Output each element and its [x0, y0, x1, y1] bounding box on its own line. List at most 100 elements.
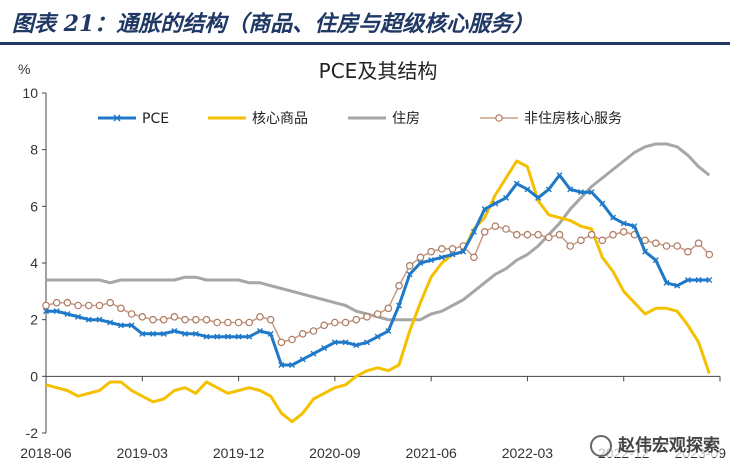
- x-tick-label: 2019-12: [213, 445, 265, 461]
- data-point: [662, 242, 671, 250]
- data-point: [289, 362, 296, 368]
- data-point: [448, 245, 457, 253]
- x-tick-label: 2022-03: [502, 445, 554, 461]
- series-line: [45, 159, 711, 424]
- data-point: [159, 315, 168, 324]
- legend-label: PCE: [142, 111, 169, 127]
- data-point: [342, 339, 349, 346]
- data-point: [695, 277, 702, 283]
- y-tick-label: 4: [30, 255, 38, 271]
- data-point: [374, 333, 381, 340]
- data-point: [524, 186, 531, 193]
- data-point: [181, 315, 189, 324]
- data-point: [43, 308, 49, 315]
- watermark-text: 赵伟宏观探索: [618, 436, 720, 456]
- data-point: [160, 330, 167, 337]
- data-point: [224, 318, 232, 327]
- data-point: [267, 330, 274, 337]
- data-point: [652, 257, 659, 264]
- y-tick-label: 10: [22, 85, 38, 101]
- data-point: [288, 335, 296, 344]
- data-point: [470, 228, 477, 235]
- data-point: [417, 260, 424, 266]
- data-point: [138, 313, 147, 321]
- data-point: [320, 321, 328, 330]
- data-point: [523, 230, 532, 239]
- legend-label: 核心商品: [252, 111, 308, 127]
- legend-label: 住房: [392, 111, 420, 127]
- axes: -2 0 2 4 6 8 10 2018-06 2019-03 2019-12 2020-09 202…: [20, 85, 726, 461]
- data-point: [331, 318, 339, 327]
- data-point: [117, 304, 125, 313]
- series-layer: [42, 142, 714, 424]
- data-point: [299, 356, 306, 363]
- data-point: [619, 228, 628, 236]
- data-point: [203, 333, 210, 340]
- data-point: [171, 328, 178, 334]
- data-point: [277, 338, 286, 347]
- data-point: [384, 304, 393, 313]
- data-point: [331, 339, 338, 346]
- data-point: [309, 327, 318, 335]
- y-tick-label: 8: [30, 142, 38, 158]
- data-point: [663, 279, 670, 286]
- data-point: [256, 313, 264, 321]
- data-point: [278, 362, 285, 368]
- data-point: [460, 248, 467, 255]
- data-point: [74, 301, 82, 310]
- data-point: [310, 350, 317, 357]
- data-point: [298, 330, 307, 338]
- data-point: [202, 315, 211, 324]
- y-tick-label: -2: [26, 425, 39, 441]
- title-rule: [0, 42, 730, 45]
- data-point: [503, 194, 510, 201]
- data-point: [438, 254, 445, 261]
- data-point: [373, 310, 382, 318]
- series-2: [45, 159, 711, 424]
- data-point: [191, 315, 200, 324]
- watermark: 赵伟宏观探索: [590, 431, 720, 457]
- data-point: [428, 257, 435, 264]
- data-point: [127, 310, 136, 318]
- x-tick-label: 2019-03: [117, 445, 169, 461]
- data-point: [598, 236, 607, 245]
- data-point: [170, 313, 179, 321]
- data-point: [555, 230, 564, 239]
- data-point: [492, 200, 499, 207]
- data-point: [577, 236, 585, 245]
- data-point: [609, 230, 617, 239]
- data-point: [128, 322, 135, 329]
- data-point: [352, 315, 361, 324]
- data-point: [63, 298, 72, 307]
- data-point: [353, 342, 360, 349]
- data-point: [406, 271, 413, 278]
- data-point: [396, 302, 403, 309]
- data-point: [85, 316, 92, 323]
- data-point: [502, 225, 510, 233]
- data-point: [53, 308, 60, 315]
- data-point: [182, 330, 189, 337]
- series-line: [45, 225, 710, 344]
- data-point: [52, 298, 61, 307]
- data-point: [214, 333, 221, 340]
- legend-marker: [495, 114, 503, 122]
- legend-marker: [113, 114, 121, 122]
- x-tick-label: 2021-06: [405, 445, 457, 461]
- data-point: [149, 315, 157, 324]
- data-point: [256, 328, 263, 334]
- data-point: [674, 282, 681, 289]
- data-point: [706, 277, 713, 283]
- data-point: [545, 186, 552, 193]
- data-point: [42, 301, 50, 310]
- data-point: [321, 345, 328, 351]
- data-point: [587, 230, 596, 239]
- data-point: [684, 277, 691, 283]
- data-point: [266, 315, 275, 324]
- legend-item: 住房: [348, 111, 420, 127]
- data-point: [341, 318, 350, 327]
- data-point: [534, 230, 542, 239]
- series-3: [45, 142, 711, 322]
- data-point: [139, 330, 146, 337]
- data-point: [235, 333, 242, 340]
